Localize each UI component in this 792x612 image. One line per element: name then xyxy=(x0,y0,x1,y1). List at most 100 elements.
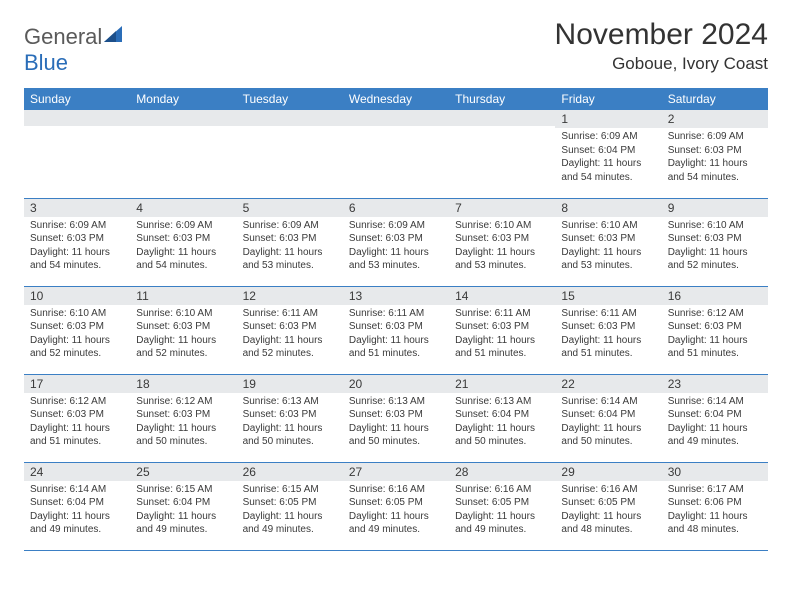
sunrise-text: Sunrise: 6:13 AM xyxy=(455,395,549,409)
day-number: 13 xyxy=(343,287,449,305)
sunrise-text: Sunrise: 6:14 AM xyxy=(668,395,762,409)
sunset-text: Sunset: 6:03 PM xyxy=(243,320,337,334)
calendar-body: 1Sunrise: 6:09 AMSunset: 6:04 PMDaylight… xyxy=(24,110,768,550)
sunset-text: Sunset: 6:03 PM xyxy=(349,232,443,246)
day-details: Sunrise: 6:09 AMSunset: 6:03 PMDaylight:… xyxy=(343,217,449,277)
sunrise-text: Sunrise: 6:10 AM xyxy=(30,307,124,321)
sunset-text: Sunset: 6:04 PM xyxy=(455,408,549,422)
sunset-text: Sunset: 6:03 PM xyxy=(455,320,549,334)
calendar-day-cell: 13Sunrise: 6:11 AMSunset: 6:03 PMDayligh… xyxy=(343,286,449,374)
day-details: Sunrise: 6:12 AMSunset: 6:03 PMDaylight:… xyxy=(24,393,130,453)
month-title: November 2024 xyxy=(555,18,768,52)
daylight-text: Daylight: 11 hours and 49 minutes. xyxy=(136,510,230,537)
calendar-day-cell: 2Sunrise: 6:09 AMSunset: 6:03 PMDaylight… xyxy=(662,110,768,198)
daylight-text: Daylight: 11 hours and 52 minutes. xyxy=(243,334,337,361)
sunset-text: Sunset: 6:04 PM xyxy=(561,144,655,158)
day-number: 22 xyxy=(555,375,661,393)
daylight-text: Daylight: 11 hours and 48 minutes. xyxy=(561,510,655,537)
sunrise-text: Sunrise: 6:13 AM xyxy=(243,395,337,409)
day-details: Sunrise: 6:09 AMSunset: 6:03 PMDaylight:… xyxy=(130,217,236,277)
location: Goboue, Ivory Coast xyxy=(555,54,768,74)
header: General Blue November 2024 Goboue, Ivory… xyxy=(24,18,768,76)
sunset-text: Sunset: 6:03 PM xyxy=(243,408,337,422)
day-number: 12 xyxy=(237,287,343,305)
daylight-text: Daylight: 11 hours and 49 minutes. xyxy=(455,510,549,537)
weekday-header: Thursday xyxy=(449,88,555,110)
sunrise-text: Sunrise: 6:09 AM xyxy=(561,130,655,144)
day-number: 23 xyxy=(662,375,768,393)
day-details: Sunrise: 6:12 AMSunset: 6:03 PMDaylight:… xyxy=(662,305,768,365)
calendar-day-cell xyxy=(130,110,236,198)
day-details: Sunrise: 6:14 AMSunset: 6:04 PMDaylight:… xyxy=(662,393,768,453)
calendar-week-row: 24Sunrise: 6:14 AMSunset: 6:04 PMDayligh… xyxy=(24,462,768,550)
sunset-text: Sunset: 6:03 PM xyxy=(349,408,443,422)
calendar-week-row: 17Sunrise: 6:12 AMSunset: 6:03 PMDayligh… xyxy=(24,374,768,462)
day-details: Sunrise: 6:17 AMSunset: 6:06 PMDaylight:… xyxy=(662,481,768,541)
calendar-day-cell: 21Sunrise: 6:13 AMSunset: 6:04 PMDayligh… xyxy=(449,374,555,462)
sunset-text: Sunset: 6:03 PM xyxy=(30,320,124,334)
calendar-day-cell: 7Sunrise: 6:10 AMSunset: 6:03 PMDaylight… xyxy=(449,198,555,286)
sunrise-text: Sunrise: 6:10 AM xyxy=(668,219,762,233)
day-number: 1 xyxy=(555,110,661,128)
day-number: 2 xyxy=(662,110,768,128)
day-details: Sunrise: 6:10 AMSunset: 6:03 PMDaylight:… xyxy=(130,305,236,365)
daylight-text: Daylight: 11 hours and 49 minutes. xyxy=(30,510,124,537)
sunrise-text: Sunrise: 6:13 AM xyxy=(349,395,443,409)
day-number: 6 xyxy=(343,199,449,217)
sunset-text: Sunset: 6:03 PM xyxy=(455,232,549,246)
sunset-text: Sunset: 6:03 PM xyxy=(136,408,230,422)
daylight-text: Daylight: 11 hours and 53 minutes. xyxy=(243,246,337,273)
calendar-day-cell: 22Sunrise: 6:14 AMSunset: 6:04 PMDayligh… xyxy=(555,374,661,462)
day-number: 25 xyxy=(130,463,236,481)
sunset-text: Sunset: 6:06 PM xyxy=(668,496,762,510)
sunrise-text: Sunrise: 6:16 AM xyxy=(349,483,443,497)
day-details: Sunrise: 6:10 AMSunset: 6:03 PMDaylight:… xyxy=(662,217,768,277)
sunset-text: Sunset: 6:05 PM xyxy=(349,496,443,510)
day-details: Sunrise: 6:15 AMSunset: 6:05 PMDaylight:… xyxy=(237,481,343,541)
day-number: 18 xyxy=(130,375,236,393)
weekday-header: Saturday xyxy=(662,88,768,110)
sunset-text: Sunset: 6:03 PM xyxy=(136,320,230,334)
weekday-header: Wednesday xyxy=(343,88,449,110)
day-number: 11 xyxy=(130,287,236,305)
day-details: Sunrise: 6:11 AMSunset: 6:03 PMDaylight:… xyxy=(343,305,449,365)
weekday-header: Monday xyxy=(130,88,236,110)
calendar-day-cell: 15Sunrise: 6:11 AMSunset: 6:03 PMDayligh… xyxy=(555,286,661,374)
day-details: Sunrise: 6:09 AMSunset: 6:03 PMDaylight:… xyxy=(24,217,130,277)
sunset-text: Sunset: 6:04 PM xyxy=(668,408,762,422)
daylight-text: Daylight: 11 hours and 52 minutes. xyxy=(136,334,230,361)
day-number xyxy=(237,110,343,126)
sunset-text: Sunset: 6:03 PM xyxy=(668,232,762,246)
calendar-day-cell: 16Sunrise: 6:12 AMSunset: 6:03 PMDayligh… xyxy=(662,286,768,374)
daylight-text: Daylight: 11 hours and 51 minutes. xyxy=(561,334,655,361)
day-number: 3 xyxy=(24,199,130,217)
day-number: 30 xyxy=(662,463,768,481)
daylight-text: Daylight: 11 hours and 51 minutes. xyxy=(668,334,762,361)
day-details: Sunrise: 6:10 AMSunset: 6:03 PMDaylight:… xyxy=(555,217,661,277)
sunrise-text: Sunrise: 6:10 AM xyxy=(561,219,655,233)
daylight-text: Daylight: 11 hours and 54 minutes. xyxy=(136,246,230,273)
daylight-text: Daylight: 11 hours and 51 minutes. xyxy=(349,334,443,361)
daylight-text: Daylight: 11 hours and 51 minutes. xyxy=(30,422,124,449)
daylight-text: Daylight: 11 hours and 53 minutes. xyxy=(455,246,549,273)
calendar-week-row: 1Sunrise: 6:09 AMSunset: 6:04 PMDaylight… xyxy=(24,110,768,198)
daylight-text: Daylight: 11 hours and 53 minutes. xyxy=(349,246,443,273)
weekday-header: Friday xyxy=(555,88,661,110)
sunrise-text: Sunrise: 6:12 AM xyxy=(668,307,762,321)
logo: General Blue xyxy=(24,18,126,76)
calendar-day-cell: 6Sunrise: 6:09 AMSunset: 6:03 PMDaylight… xyxy=(343,198,449,286)
sunrise-text: Sunrise: 6:12 AM xyxy=(30,395,124,409)
day-details: Sunrise: 6:09 AMSunset: 6:04 PMDaylight:… xyxy=(555,128,661,188)
day-number: 4 xyxy=(130,199,236,217)
calendar-day-cell: 28Sunrise: 6:16 AMSunset: 6:05 PMDayligh… xyxy=(449,462,555,550)
day-number: 24 xyxy=(24,463,130,481)
sunrise-text: Sunrise: 6:10 AM xyxy=(136,307,230,321)
sunset-text: Sunset: 6:03 PM xyxy=(30,232,124,246)
calendar-week-row: 3Sunrise: 6:09 AMSunset: 6:03 PMDaylight… xyxy=(24,198,768,286)
calendar-week-row: 10Sunrise: 6:10 AMSunset: 6:03 PMDayligh… xyxy=(24,286,768,374)
daylight-text: Daylight: 11 hours and 51 minutes. xyxy=(455,334,549,361)
calendar-day-cell: 12Sunrise: 6:11 AMSunset: 6:03 PMDayligh… xyxy=(237,286,343,374)
day-details: Sunrise: 6:14 AMSunset: 6:04 PMDaylight:… xyxy=(24,481,130,541)
sunrise-text: Sunrise: 6:17 AM xyxy=(668,483,762,497)
weekday-header: Sunday xyxy=(24,88,130,110)
